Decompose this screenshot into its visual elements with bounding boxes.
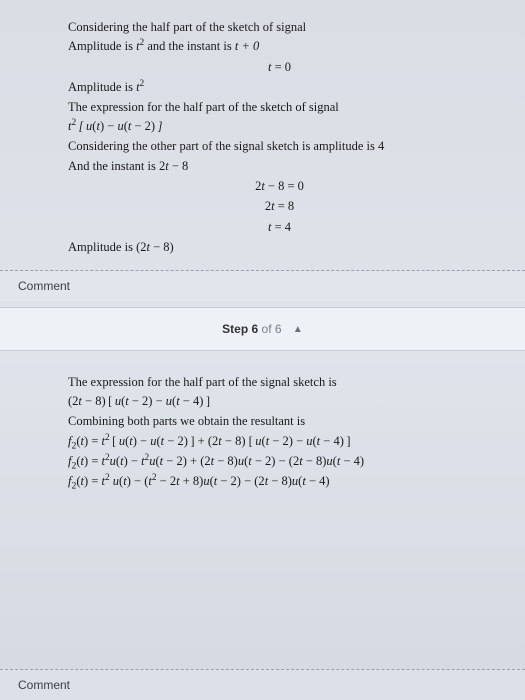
expr-2: (2t − 8) [ u(t − 2) − u(t − 4) ] bbox=[68, 392, 491, 411]
solution-panel: Considering the half part of the sketch … bbox=[0, 0, 525, 700]
eq-t0: t = 0 bbox=[68, 58, 491, 77]
step-prefix: Step bbox=[222, 322, 251, 336]
math-tplus0: t + 0 bbox=[235, 39, 259, 53]
text: Amplitude is bbox=[68, 39, 136, 53]
eq-line: 2t − 8 = 0 bbox=[68, 177, 491, 196]
step-of: of bbox=[258, 322, 275, 336]
text: Amplitude is bbox=[68, 240, 136, 254]
expr-1: t2 [ u(t) − u(t − 2) ] bbox=[68, 117, 491, 136]
eq-line: 2t = 8 bbox=[68, 197, 491, 216]
math-t2: t2 bbox=[136, 80, 144, 94]
text-line: The expression for the half part of the … bbox=[68, 98, 491, 117]
text-line: Amplitude is t2 and the instant is t + 0 bbox=[68, 37, 491, 56]
text: Amplitude is bbox=[68, 80, 136, 94]
step-header[interactable]: Step 6 of 6 ▲ bbox=[0, 307, 525, 351]
eq-line: t = 4 bbox=[68, 218, 491, 237]
expr-4: f2(t) = t2u(t) − t2u(t − 2) + (2t − 8)u(… bbox=[68, 452, 491, 471]
text: and the instant is bbox=[144, 39, 235, 53]
expr-3: f2(t) = t2 [ u(t) − u(t − 2) ] + (2t − 8… bbox=[68, 432, 491, 451]
text-line: Considering the other part of the signal… bbox=[68, 137, 491, 156]
text-line: And the instant is 2t − 8 bbox=[68, 157, 491, 176]
bottom-content: The expression for the half part of the … bbox=[0, 365, 525, 492]
text: And the instant is bbox=[68, 159, 159, 173]
text-line: Combining both parts we obtain the resul… bbox=[68, 412, 491, 431]
top-content: Considering the half part of the sketch … bbox=[0, 18, 525, 258]
math-2t8: 2t − 8 bbox=[159, 159, 188, 173]
math-t2: t2 bbox=[136, 39, 144, 53]
text-line: Amplitude is (2t − 8) bbox=[68, 238, 491, 257]
expr-5: f2(t) = t2 u(t) − (t2 − 2t + 8)u(t − 2) … bbox=[68, 472, 491, 491]
comment-link-bottom[interactable]: Comment bbox=[0, 669, 525, 700]
chevron-up-icon: ▲ bbox=[293, 324, 303, 335]
text-line: Amplitude is t2 bbox=[68, 78, 491, 97]
text-line: The expression for the half part of the … bbox=[68, 373, 491, 392]
comment-link-top[interactable]: Comment bbox=[0, 271, 525, 301]
math-paren: (2t − 8) bbox=[136, 240, 174, 254]
text-line: Considering the half part of the sketch … bbox=[68, 18, 491, 37]
step-total: 6 bbox=[275, 322, 282, 336]
